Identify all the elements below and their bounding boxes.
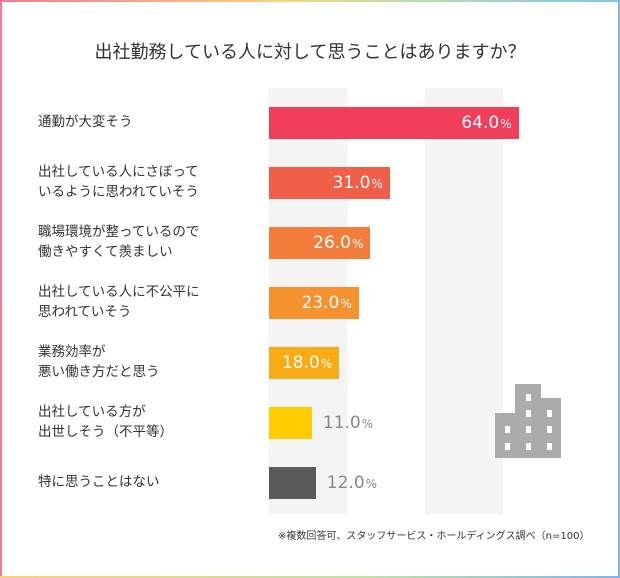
category-label: 出社している人にさぼって いるように思われていそう: [38, 164, 199, 200]
data-label: 23.0%: [301, 287, 351, 320]
data-label: 26.0%: [313, 227, 363, 260]
category-label: 出社している人に不公平に 思われていそう: [38, 284, 200, 320]
data-value: 23.0: [301, 293, 340, 313]
data-value: 31.0: [332, 173, 371, 193]
category-label: 業務効率が 悪い働き方だと思う: [38, 344, 160, 380]
border-right: [618, 0, 620, 578]
bar: [269, 107, 519, 139]
data-label: 31.0%: [333, 167, 383, 200]
bar: [269, 347, 340, 379]
footnote: ※複数回答可、スタッフサービス・ホールディングス調べ（n=100）: [278, 531, 590, 542]
bar: [269, 167, 390, 199]
percent-unit: %: [365, 477, 378, 491]
bar: [269, 287, 359, 319]
data-label: 64.0%: [461, 107, 511, 140]
percent-unit: %: [371, 177, 383, 191]
category-label: 職場環境が整っているので 働きやすくて羨ましい: [38, 224, 200, 260]
grid-band: [425, 88, 503, 514]
category-label: 出社している方が 出世しそう（不平等）: [38, 404, 173, 440]
data-value: 26.0: [313, 233, 351, 253]
percent-unit: %: [352, 237, 364, 251]
bar: [269, 467, 316, 499]
data-value: 11.0: [322, 413, 361, 433]
percent-unit: %: [361, 417, 374, 431]
bar: [269, 227, 371, 259]
chart-title: 出社勤務している人に対して思うことはありますか？: [94, 42, 526, 63]
percent-unit: %: [320, 357, 333, 371]
border-left: [0, 0, 2, 578]
data-value: 18.0: [281, 353, 320, 373]
border-top: [0, 0, 620, 2]
percent-unit: %: [500, 117, 512, 131]
bar: [269, 407, 312, 439]
data-label: 18.0%: [282, 347, 332, 380]
border-bottom: [0, 576, 620, 578]
data-value: 64.0: [461, 113, 500, 133]
data-value: 12.0: [326, 473, 365, 493]
category-label: 通勤が大変そう: [38, 114, 133, 130]
category-label: 特に思うことはない: [38, 474, 160, 490]
data-label: 11.0%: [323, 407, 373, 440]
percent-unit: %: [340, 297, 352, 311]
data-label: 12.0%: [327, 467, 377, 500]
